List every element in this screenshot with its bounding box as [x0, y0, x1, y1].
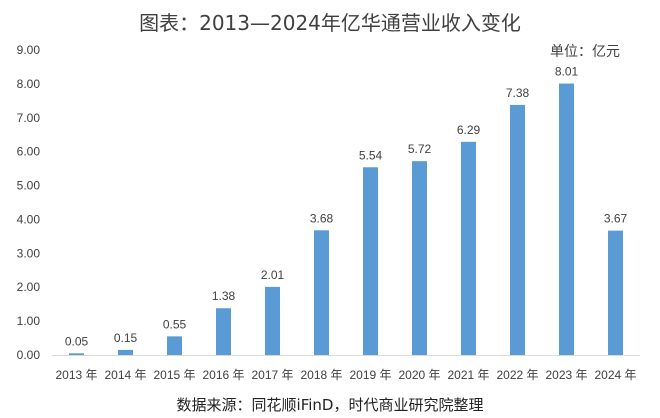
x-tick-label: 2015 年 — [153, 368, 195, 382]
bar — [461, 141, 476, 355]
x-tick-label: 2017 年 — [251, 368, 293, 382]
data-label: 6.29 — [457, 123, 481, 137]
bar — [265, 286, 280, 355]
x-tick-label: 2013 年 — [55, 368, 97, 382]
x-tick-label: 2018 年 — [300, 368, 342, 382]
y-tick-label: 7.00 — [17, 111, 41, 125]
x-tick-label: 2024 年 — [594, 368, 636, 382]
x-tick-label: 2022 年 — [496, 368, 538, 382]
data-label: 3.68 — [310, 211, 334, 225]
bar — [559, 83, 574, 356]
bars: 0.05 0.15 0.55 1.38 2.01 3.68 5.54 5.72 6.29 7.38… — [65, 65, 628, 356]
x-tick-label: 2014 年 — [104, 368, 146, 382]
x-axis: 2013 年 2014 年 2015 年 2016 年 2017 年 2018 年 2019… — [55, 368, 636, 382]
y-axis: 0.00 1.00 2.00 3.00 4.00 5.00 6.00 7.00 8.00 9.00 — [17, 43, 41, 362]
bar — [69, 353, 84, 355]
y-tick-label: 5.00 — [17, 179, 41, 193]
y-tick-label: 0.00 — [17, 348, 41, 362]
x-tick-label: 2021 年 — [447, 368, 489, 382]
x-tick-label: 2020 年 — [398, 368, 440, 382]
y-tick-label: 1.00 — [17, 314, 41, 328]
y-tick-label: 6.00 — [17, 145, 41, 159]
data-label: 5.54 — [359, 148, 383, 162]
data-label: 1.38 — [212, 289, 236, 303]
bar — [412, 161, 427, 355]
y-tick-label: 9.00 — [17, 43, 41, 57]
data-label: 7.38 — [506, 86, 530, 100]
chart-title: 图表：2013—2024年亿华通营业收入变化 — [139, 11, 521, 35]
y-tick-label: 4.00 — [17, 212, 41, 226]
data-label: 5.72 — [408, 142, 432, 156]
bar — [118, 349, 133, 355]
bar — [314, 230, 329, 355]
data-label: 0.15 — [114, 331, 138, 345]
x-tick-label: 2019 年 — [349, 368, 391, 382]
bar — [167, 336, 182, 355]
x-tick-label: 2023 年 — [545, 368, 587, 382]
bar — [510, 104, 525, 356]
bar — [363, 167, 378, 355]
unit-label: 单位：亿元 — [550, 44, 620, 60]
source-note: 数据来源：同花顺iFinD，时代商业研究院整理 — [177, 396, 484, 414]
y-tick-label: 3.00 — [17, 246, 41, 260]
data-label: 2.01 — [261, 268, 285, 282]
x-tick-label: 2016 年 — [202, 368, 244, 382]
data-label: 0.55 — [163, 317, 187, 331]
y-tick-label: 8.00 — [17, 77, 41, 91]
data-label: 8.01 — [555, 65, 579, 79]
y-tick-label: 2.00 — [17, 280, 41, 294]
bar — [608, 230, 623, 355]
bar — [216, 308, 231, 355]
data-label: 3.67 — [604, 212, 628, 226]
data-label: 0.05 — [65, 334, 89, 348]
